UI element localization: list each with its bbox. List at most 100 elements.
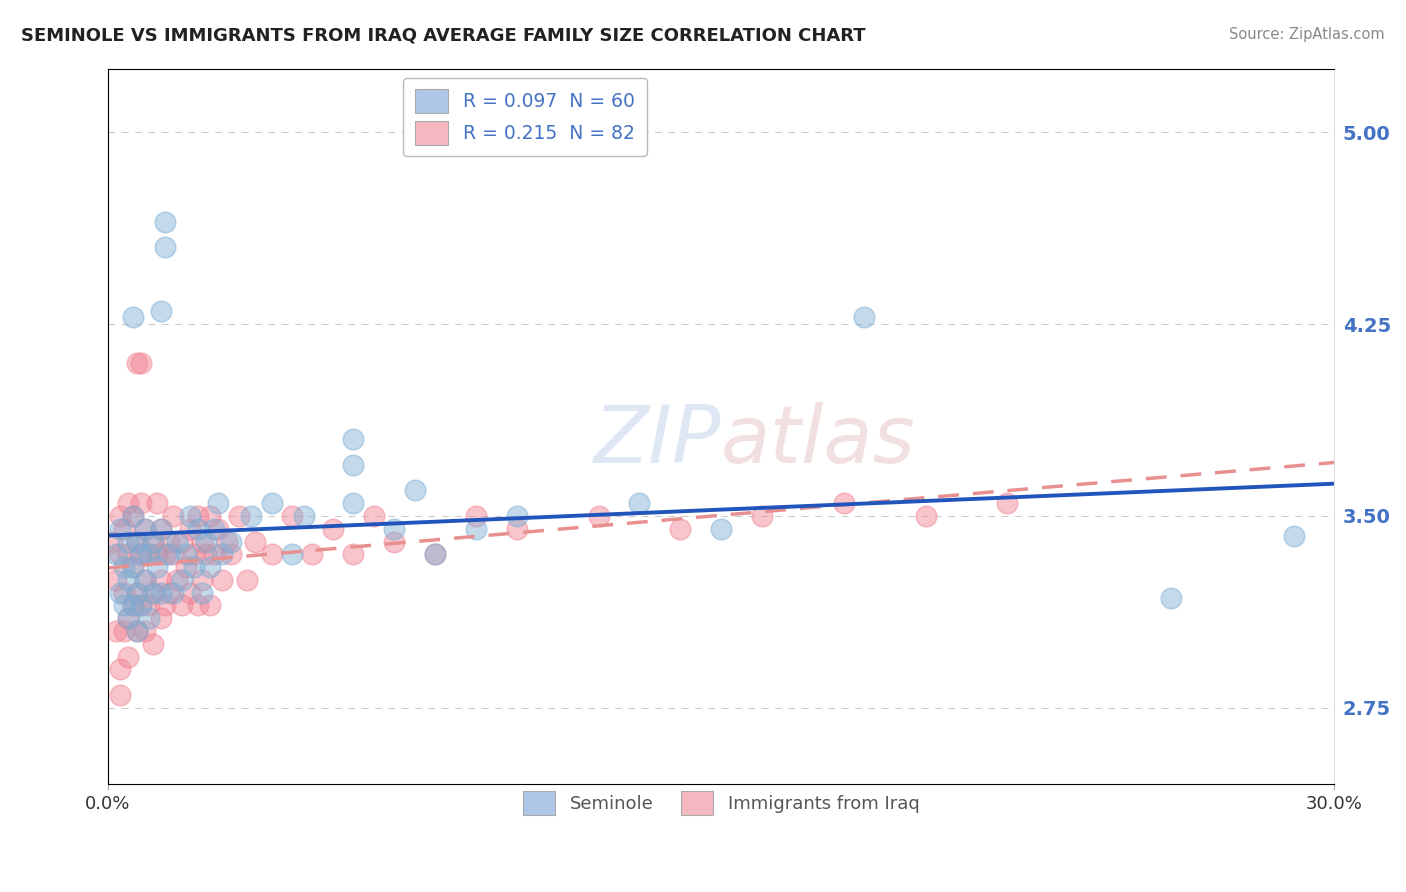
Point: [150, 522, 173, 536]
Point: [710, 522, 733, 536]
Point: [162, 547, 184, 561]
Point: [260, 496, 283, 510]
Point: [464, 522, 486, 536]
Point: [207, 522, 229, 536]
Point: [150, 611, 173, 625]
Point: [110, 662, 132, 676]
Point: [183, 560, 205, 574]
Point: [155, 547, 177, 561]
Text: Source: ZipAtlas.com: Source: ZipAtlas.com: [1229, 27, 1385, 42]
Point: [117, 611, 139, 625]
Point: [125, 585, 148, 599]
Point: [125, 355, 148, 369]
Point: [129, 355, 152, 369]
Point: [112, 522, 135, 536]
Point: [187, 508, 209, 523]
Point: [101, 534, 124, 549]
Point: [117, 534, 139, 549]
Point: [138, 547, 160, 561]
Point: [112, 560, 135, 574]
Point: [157, 585, 180, 599]
Point: [853, 310, 876, 324]
Point: [155, 240, 177, 254]
Point: [292, 508, 315, 523]
Point: [219, 534, 242, 549]
Point: [138, 599, 160, 613]
Point: [1160, 591, 1182, 605]
Point: [150, 522, 173, 536]
Point: [195, 547, 218, 561]
Point: [179, 522, 201, 536]
Point: [142, 637, 165, 651]
Point: [228, 508, 250, 523]
Point: [506, 508, 529, 523]
Point: [117, 496, 139, 510]
Point: [195, 534, 218, 549]
Point: [142, 585, 165, 599]
Point: [157, 534, 180, 549]
Point: [121, 599, 143, 613]
Point: [146, 547, 169, 561]
Point: [170, 534, 193, 549]
Point: [170, 599, 193, 613]
Point: [202, 522, 225, 536]
Point: [179, 585, 201, 599]
Text: SEMINOLE VS IMMIGRANTS FROM IRAQ AVERAGE FAMILY SIZE CORRELATION CHART: SEMINOLE VS IMMIGRANTS FROM IRAQ AVERAGE…: [21, 27, 866, 45]
Point: [179, 508, 201, 523]
Point: [125, 624, 148, 638]
Point: [117, 611, 139, 625]
Point: [914, 508, 936, 523]
Text: ZIP: ZIP: [593, 401, 721, 480]
Point: [187, 599, 209, 613]
Point: [342, 432, 364, 446]
Point: [125, 624, 148, 638]
Point: [382, 534, 405, 549]
Point: [342, 496, 364, 510]
Point: [125, 585, 148, 599]
Point: [322, 522, 344, 536]
Point: [112, 599, 135, 613]
Point: [138, 547, 160, 561]
Point: [198, 599, 221, 613]
Point: [1282, 529, 1305, 543]
Point: [198, 508, 221, 523]
Point: [117, 573, 139, 587]
Point: [125, 534, 148, 549]
Point: [110, 547, 132, 561]
Point: [404, 483, 426, 498]
Point: [146, 496, 169, 510]
Point: [134, 624, 156, 638]
Point: [134, 573, 156, 587]
Point: [155, 599, 177, 613]
Point: [464, 508, 486, 523]
Point: [129, 599, 152, 613]
Point: [669, 522, 692, 536]
Point: [382, 522, 405, 536]
Point: [142, 534, 165, 549]
Point: [506, 522, 529, 536]
Point: [162, 508, 184, 523]
Point: [129, 547, 152, 561]
Point: [110, 585, 132, 599]
Point: [146, 560, 169, 574]
Text: atlas: atlas: [721, 401, 915, 480]
Point: [281, 547, 304, 561]
Point: [117, 547, 139, 561]
Point: [162, 585, 184, 599]
Point: [138, 611, 160, 625]
Point: [170, 573, 193, 587]
Point: [105, 573, 128, 587]
Point: [166, 534, 188, 549]
Point: [150, 573, 173, 587]
Point: [110, 522, 132, 536]
Point: [121, 560, 143, 574]
Point: [240, 508, 263, 523]
Point: [142, 534, 165, 549]
Point: [363, 508, 385, 523]
Point: [423, 547, 446, 561]
Point: [174, 547, 197, 561]
Point: [166, 573, 188, 587]
Point: [832, 496, 855, 510]
Point: [134, 522, 156, 536]
Point: [342, 458, 364, 472]
